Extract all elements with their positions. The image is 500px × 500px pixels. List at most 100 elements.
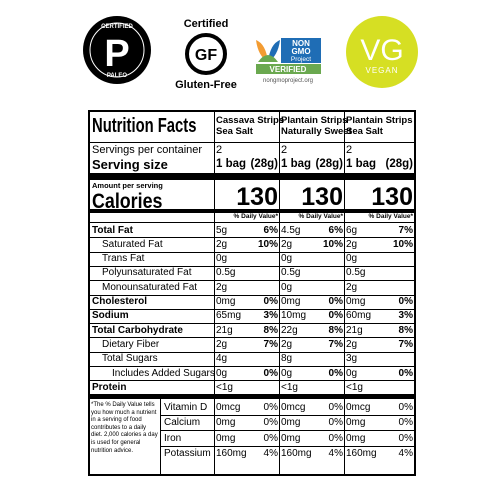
nutrient-name: Monounsaturated Fat	[102, 281, 198, 293]
dv-header: % Daily Value*	[233, 213, 278, 220]
vitamin-amount: 0mg	[216, 417, 236, 428]
vitamin-amount: 160mg	[281, 448, 312, 459]
paleo-ring	[89, 22, 145, 78]
nutrient-dv: 0%	[328, 367, 343, 379]
serving-size: 1 bag	[216, 158, 247, 170]
rule	[88, 294, 416, 296]
rule	[88, 380, 416, 382]
nutrient-amount: 0mg	[281, 296, 301, 307]
nutrient-dv: 0%	[328, 310, 343, 322]
vitamin-dv: 4%	[263, 448, 278, 459]
servings-label: Servings per container	[92, 144, 203, 156]
rule	[88, 265, 416, 267]
gf-circle	[185, 33, 227, 75]
dv-header: % Daily Value*	[298, 213, 343, 220]
non-gmo-box	[281, 38, 321, 63]
vegan-bottom: VEGAN	[365, 66, 398, 75]
vitamin-dv: 0%	[398, 401, 413, 413]
nutrient-dv: 8%	[263, 324, 278, 336]
non-gmo-line: GMO	[291, 47, 310, 56]
rule	[88, 280, 416, 282]
label-box	[88, 110, 416, 476]
vitamin-dv: 0%	[263, 432, 278, 444]
rule	[88, 237, 416, 239]
vitamin-dv: 0%	[398, 417, 413, 428]
nutrient-dv: 3%	[263, 310, 278, 322]
nutrient-amount: 2g	[216, 238, 228, 250]
vitamin-amount: 0mcg	[281, 401, 306, 413]
nutrient-amount: 3g	[346, 353, 358, 365]
serving-size: 1 bag	[281, 158, 312, 170]
title: Nutrition Facts	[92, 115, 197, 137]
amount-per-serving: Amount per serving	[92, 181, 163, 190]
servings: 2	[216, 144, 223, 156]
paleo-p: P	[104, 33, 129, 75]
nutrient-dv: 10%	[322, 238, 343, 250]
nutrient-name: Dietary Fiber	[102, 338, 160, 350]
gf-bottom: Gluten-Free	[175, 79, 237, 91]
rule	[88, 173, 416, 180]
gf-top: Certified	[184, 18, 229, 30]
nutrient-amount: 0g	[346, 367, 358, 379]
product-name: Cassava Strips	[216, 115, 285, 126]
rule	[88, 308, 416, 310]
vitamin-dv: 4%	[328, 448, 343, 459]
paleo-bottom: PALEO	[107, 73, 128, 79]
nutrient-amount: 0g	[281, 253, 293, 265]
nutrient-dv: 0%	[398, 367, 413, 379]
nutrient-name: Total Sugars	[102, 353, 158, 365]
serving-weight: (28g)	[315, 158, 343, 170]
vitamin-amount: 0mcg	[216, 401, 241, 413]
non-gmo-url: nongmoproject.org	[263, 78, 313, 84]
rule	[279, 112, 280, 474]
dv-header: % Daily Value*	[368, 213, 413, 220]
nutrient-dv: 7%	[328, 338, 343, 350]
vitamin-amount: 160mg	[346, 448, 377, 459]
nutrient-dv: 10%	[392, 238, 413, 250]
nutrient-amount: 2g	[281, 238, 293, 250]
nutrient-amount: 2g	[346, 281, 358, 293]
vitamin-dv: 4%	[398, 448, 413, 459]
nutrient-amount: 4g	[216, 353, 228, 365]
nutrient-name: Protein	[92, 381, 127, 393]
nutrient-amount: 60mg	[346, 310, 372, 322]
verified: VERIFIED	[270, 65, 307, 74]
vitamin-amount: 0mg	[281, 417, 301, 428]
rule	[160, 414, 416, 416]
paleo-top: CERTIFIED	[101, 24, 133, 30]
rule	[88, 142, 416, 143]
verified-band	[256, 64, 321, 74]
nutrient-name: Sodium	[92, 310, 129, 322]
rule	[88, 366, 416, 367]
gf-center: GF	[195, 47, 217, 64]
serving-weight: (28g)	[250, 158, 278, 170]
rule	[88, 209, 416, 213]
nutrient-amount: 2g	[346, 238, 358, 250]
footnote: *The % Daily Value tells you how much a …	[91, 402, 158, 454]
calories: 130	[301, 183, 343, 211]
vitamin-dv: 0%	[328, 417, 343, 428]
nutrient-name: Trans Fat	[102, 253, 145, 265]
rule	[344, 112, 345, 474]
nutrient-amount: 0g	[281, 367, 293, 379]
nutrient-dv: 0%	[398, 296, 413, 307]
nutrient-amount: 2g	[281, 338, 293, 350]
vitamin-amount: 0mcg	[346, 401, 371, 413]
nutrient-amount: 0mg	[346, 296, 366, 307]
nutrient-dv: 7%	[398, 338, 413, 350]
calories: 130	[371, 183, 413, 211]
nutrient-amount: 4.5g	[281, 224, 301, 236]
product-name: Naturally Sweet	[281, 126, 352, 137]
nutrient-dv: 0%	[263, 296, 278, 307]
product-name: Sea Salt	[346, 126, 383, 137]
product-name: Plantain Strips	[346, 115, 413, 126]
nutrient-amount: 21g	[346, 324, 363, 336]
nutrient-name: Polyunsaturated Fat	[102, 267, 192, 279]
nutrient-amount: 6g	[346, 224, 358, 236]
calories-label: Calories	[92, 190, 163, 213]
nutrient-name: Saturated Fat	[102, 238, 163, 250]
rule	[88, 337, 416, 339]
nutrient-dv: 8%	[328, 324, 343, 336]
nutrient-name: Cholesterol	[92, 296, 148, 307]
nutrient-dv: 0%	[328, 296, 343, 307]
